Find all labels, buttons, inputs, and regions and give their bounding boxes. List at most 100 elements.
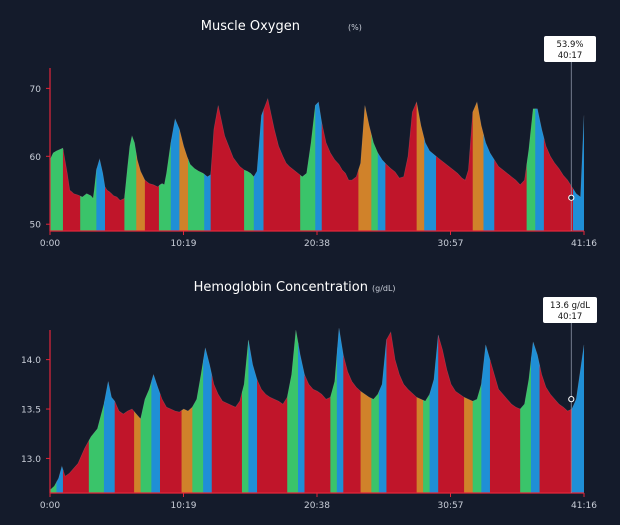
- x-tick-label: 10:19: [171, 239, 197, 249]
- tooltip-value: 13.6 g/dL: [550, 301, 590, 311]
- x-tick-label: 0:00: [40, 239, 60, 249]
- zone-blue-4: [103, 328, 116, 493]
- zone-orange-6: [134, 328, 142, 493]
- zone-blue-8: [151, 328, 161, 493]
- zone-red-13: [211, 328, 243, 493]
- tooltip-time: 40:17: [558, 51, 583, 61]
- y-tick-label: 14.0: [21, 356, 41, 366]
- zone-orange-27: [416, 328, 424, 493]
- cursor-tooltip: 53.9%40:17: [544, 36, 596, 62]
- zone-red-29: [494, 98, 528, 231]
- zone-green-0: [50, 98, 64, 231]
- zone-orange-10: [179, 98, 189, 231]
- zone-orange-23: [360, 328, 372, 493]
- y-tick-label: 13.5: [21, 406, 41, 416]
- zone-blue-3: [96, 98, 106, 231]
- zone-green-11: [188, 98, 205, 231]
- hemoglobin-chart: Hemoglobin Concentration (g/dL) 13.0 13.5…: [21, 280, 597, 511]
- zone-green-3: [88, 328, 105, 493]
- hemoglobin-title: Hemoglobin Concentration: [194, 280, 368, 295]
- series-line: [49, 327, 585, 491]
- zone-blue-12: [204, 98, 212, 231]
- zone-green-8: [158, 98, 172, 231]
- hemoglobin-unit: (g/dL): [372, 284, 396, 293]
- tooltip-time: 40:17: [558, 312, 583, 322]
- zone-blue-21: [336, 328, 344, 493]
- zone-green-7: [140, 328, 152, 493]
- muscle-oxygen-chart: Muscle Oxygen (%) 50 60 70 0:00 10:19 20:38 30…: [30, 19, 598, 249]
- zone-green-21: [371, 98, 379, 231]
- zone-red-19: [304, 328, 331, 493]
- zone-blue-33: [481, 328, 491, 493]
- zone-green-24: [371, 328, 380, 493]
- zone-red-19: [321, 98, 359, 231]
- zone-green-20: [330, 328, 338, 493]
- zone-blue-9: [170, 98, 180, 231]
- zone-green-32: [472, 328, 482, 493]
- zone-red-7: [144, 98, 160, 231]
- zone-red-34: [489, 328, 521, 493]
- zone-green-14: [244, 98, 255, 231]
- x-tick-label: 41:16: [571, 501, 597, 511]
- muscle-oxygen-cursor[interactable]: 53.9%40:17: [544, 36, 596, 231]
- cursor-dot[interactable]: [568, 396, 575, 403]
- zone-green-2: [80, 98, 97, 231]
- zone-blue-29: [429, 328, 439, 493]
- hemoglobin-area: [49, 327, 585, 493]
- zone-blue-15: [253, 98, 265, 231]
- zone-blue-22: [377, 98, 386, 231]
- zone-red-1: [62, 98, 81, 231]
- y-tick-label: 50: [30, 221, 42, 231]
- zone-green-17: [287, 328, 299, 493]
- y-tick-label: 70: [30, 85, 42, 95]
- y-tick-label: 13.0: [21, 455, 41, 465]
- zone-orange-10: [181, 328, 193, 493]
- zone-blue-38: [571, 328, 584, 493]
- zone-orange-24: [416, 98, 425, 231]
- x-tick-label: 10:19: [171, 501, 197, 511]
- zone-green-30: [526, 98, 536, 231]
- y-tick-label: 60: [30, 153, 42, 163]
- tooltip-box: [543, 297, 597, 323]
- x-tick-label: 41:16: [571, 239, 597, 249]
- zone-blue-31: [535, 98, 545, 231]
- zone-blue-18: [315, 98, 323, 231]
- zone-red-23: [385, 98, 418, 231]
- muscle-oxygen-area: [49, 97, 585, 231]
- cursor-dot[interactable]: [568, 194, 575, 201]
- x-tick-label: 0:00: [40, 501, 60, 511]
- zone-orange-20: [358, 98, 372, 231]
- zone-red-26: [386, 328, 418, 493]
- zone-orange-27: [472, 98, 484, 231]
- tooltip-value: 53.9%: [556, 40, 583, 50]
- zone-green-0: [50, 328, 57, 493]
- zone-bands: [50, 328, 584, 493]
- zone-green-35: [520, 328, 532, 493]
- zone-red-22: [343, 328, 362, 493]
- zone-red-5: [114, 328, 135, 493]
- zone-red-16: [257, 328, 288, 493]
- zone-blue-12: [203, 328, 213, 493]
- muscle-oxygen-title: Muscle Oxygen: [201, 19, 300, 34]
- zone-orange-31: [464, 328, 474, 493]
- zone-red-32: [543, 98, 574, 231]
- zone-green-28: [423, 328, 431, 493]
- x-tick-label: 20:38: [304, 239, 330, 249]
- zone-green-17: [300, 98, 316, 231]
- zone-red-37: [539, 328, 573, 493]
- zone-blue-18: [298, 328, 305, 493]
- zone-red-26: [436, 98, 474, 231]
- x-tick-label: 20:38: [304, 501, 330, 511]
- muscle-oxygen-unit: (%): [348, 23, 362, 32]
- hemoglobin-axes: 13.0 13.5 14.0 0:00 10:19 20:38 30:57 41:16: [21, 330, 597, 511]
- zone-red-16: [263, 98, 301, 231]
- zone-blue-28: [483, 98, 495, 231]
- x-tick-label: 30:57: [438, 239, 464, 249]
- zone-blue-36: [530, 328, 541, 493]
- zone-red-4: [104, 98, 125, 231]
- zone-red-2: [62, 328, 90, 493]
- x-tick-label: 30:57: [438, 501, 464, 511]
- zone-orange-6: [136, 98, 146, 231]
